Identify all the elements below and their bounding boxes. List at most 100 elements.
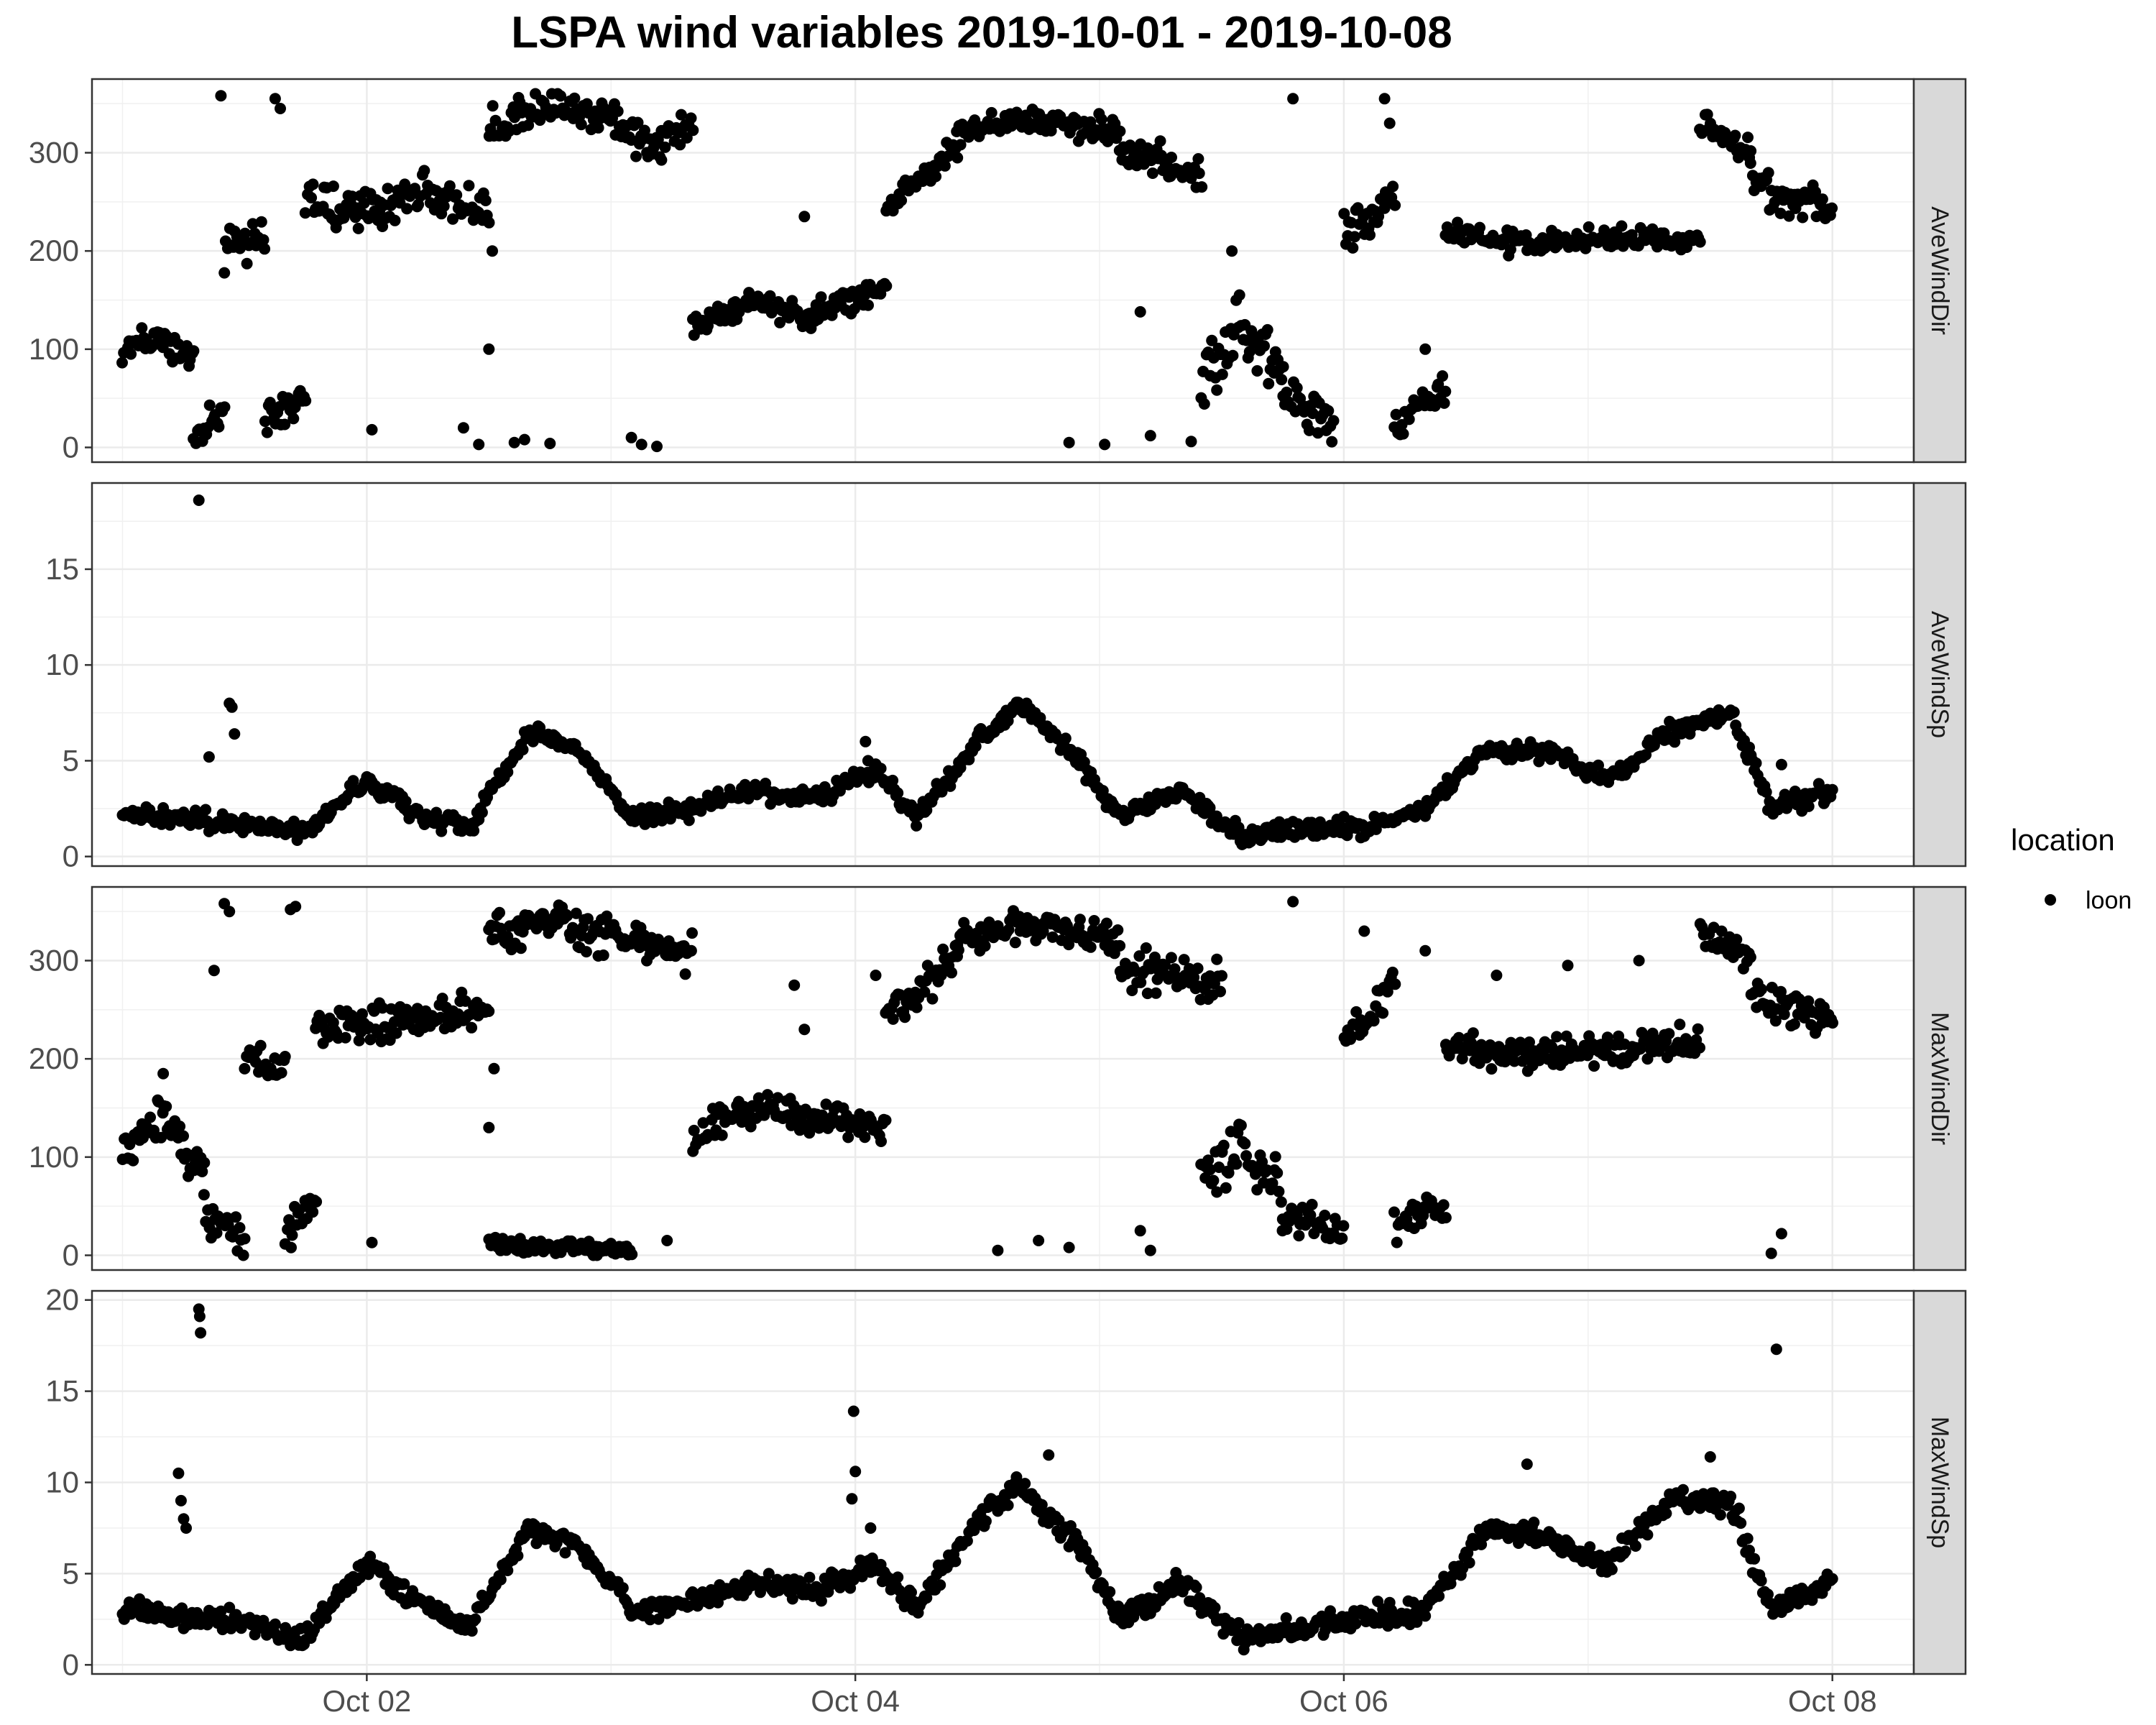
y-tick-label: 0 [63, 1238, 79, 1272]
data-point [1388, 1206, 1400, 1218]
data-point [555, 90, 566, 102]
data-point [1144, 1244, 1156, 1256]
y-tick-label: 300 [29, 136, 79, 170]
data-point [1762, 1588, 1774, 1601]
data-point [275, 1067, 287, 1079]
data-point [1233, 289, 1245, 301]
data-point [1769, 1015, 1782, 1027]
data-point [494, 1573, 507, 1586]
data-point [1629, 1540, 1641, 1552]
data-point [1211, 1186, 1223, 1198]
data-point [300, 395, 312, 407]
data-point [1499, 234, 1511, 246]
data-point [229, 728, 241, 740]
data-point [1725, 1491, 1737, 1502]
data-point [172, 1467, 185, 1479]
data-point [1731, 934, 1743, 946]
data-point [1169, 963, 1181, 975]
data-point [1010, 1471, 1023, 1483]
data-point [1059, 732, 1072, 745]
data-point [1770, 1343, 1782, 1356]
data-point [575, 119, 587, 131]
data-point [561, 910, 573, 922]
data-point [1397, 428, 1409, 440]
data-point [1439, 385, 1452, 397]
data-point [144, 1111, 156, 1123]
data-point [234, 1222, 246, 1234]
data-point [937, 943, 949, 955]
data-point [1033, 1235, 1045, 1246]
data-point [218, 401, 231, 413]
data-point [1456, 1052, 1468, 1064]
data-point [1373, 210, 1385, 222]
data-point [1337, 1220, 1350, 1232]
data-point [892, 1571, 904, 1583]
data-point [1271, 1167, 1284, 1179]
data-point [862, 299, 874, 311]
data-point [1474, 221, 1485, 234]
data-point [685, 112, 697, 124]
data-point [892, 787, 904, 799]
data-point [918, 986, 931, 998]
data-point [1099, 438, 1111, 451]
data-point [979, 940, 991, 952]
data-point [1037, 925, 1049, 937]
x-tick-label: Oct 06 [1299, 1684, 1388, 1718]
data-point [1358, 925, 1370, 937]
data-point [1046, 931, 1059, 943]
data-point [630, 150, 642, 162]
data-point [1153, 1581, 1165, 1593]
data-point [1230, 1158, 1243, 1170]
data-point [1802, 995, 1815, 1007]
data-point [1775, 758, 1787, 770]
data-point [1588, 1060, 1600, 1072]
data-point [772, 1092, 784, 1104]
data-point [1280, 1612, 1292, 1624]
data-point [398, 1578, 410, 1590]
data-point [1281, 386, 1293, 398]
x-tick-label: Oct 04 [811, 1684, 900, 1718]
data-point [261, 426, 273, 438]
data-point [954, 139, 967, 151]
data-point [632, 116, 644, 129]
data-point [865, 1522, 877, 1534]
data-point [1144, 430, 1156, 442]
data-point [946, 967, 957, 979]
data-point [1291, 382, 1303, 394]
data-point [1749, 1552, 1761, 1565]
data-point [1003, 924, 1015, 936]
data-point [1368, 1015, 1380, 1027]
data-point [1258, 340, 1270, 352]
data-point [846, 1493, 858, 1505]
points-MaxWindDir [116, 896, 1838, 1261]
data-point [880, 1114, 892, 1126]
data-point [1074, 914, 1086, 926]
data-point [502, 1565, 514, 1576]
data-point [1606, 1563, 1618, 1576]
data-point [762, 1089, 773, 1101]
data-point [1133, 950, 1146, 962]
data-point [269, 93, 281, 105]
data-point [625, 431, 637, 443]
data-point [1744, 951, 1756, 963]
data-point [1326, 436, 1338, 448]
data-point [895, 194, 908, 206]
data-point [612, 105, 624, 117]
data-point [1389, 199, 1401, 211]
data-point [401, 203, 413, 215]
data-point [1755, 1575, 1767, 1587]
data-point [1475, 1538, 1488, 1550]
data-point [157, 1067, 170, 1080]
y-tick-label: 100 [29, 332, 79, 366]
data-point [1215, 985, 1226, 998]
data-point [1735, 1517, 1747, 1530]
data-point [198, 1156, 211, 1169]
data-point [1222, 1167, 1235, 1179]
data-point [502, 766, 514, 778]
data-point [1196, 181, 1208, 193]
data-point [1165, 952, 1177, 964]
data-point [1063, 1241, 1075, 1254]
data-point [286, 1229, 298, 1241]
data-point [347, 775, 359, 787]
data-point [1762, 167, 1774, 179]
